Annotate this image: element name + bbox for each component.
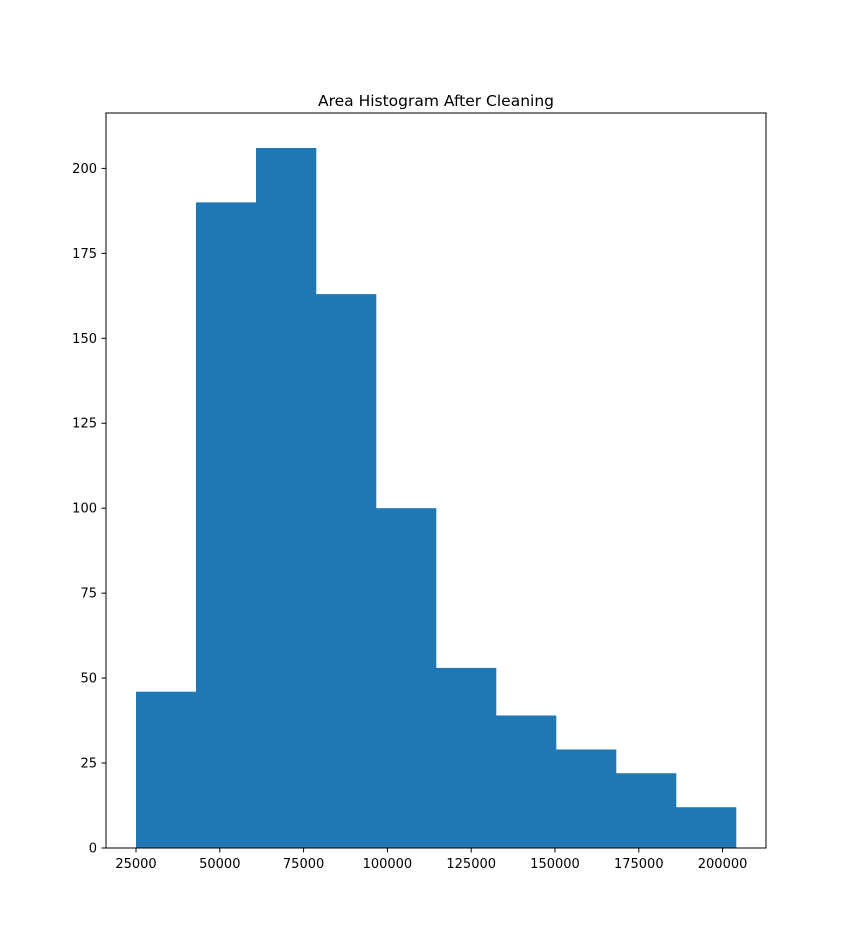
histogram-bar-6 [436,667,497,848]
x-axis: 25000 50000 75000 100000 125000 150000 175000 2… [115,848,747,872]
y-axis: 0 25 50 75 100 125 150 175 200 [72,162,106,857]
x-tick-label: 175000 [614,857,664,872]
histogram-bar-2 [196,202,257,848]
bars-layer [136,148,737,848]
x-tick-label: 50000 [199,857,240,872]
y-tick-label: 0 [89,842,97,857]
y-tick-label: 200 [72,162,97,177]
y-tick-label: 125 [72,417,97,432]
x-tick-label: 25000 [115,857,156,872]
y-tick-label: 175 [72,247,97,262]
histogram-bar-1 [136,691,197,848]
x-tick-label: 125000 [446,857,496,872]
y-tick-label: 75 [80,587,97,602]
plot-frame [105,112,767,849]
histogram-bar-7 [496,715,557,848]
histogram-bar-5 [376,508,437,848]
y-tick-label: 150 [72,332,97,347]
y-tick-label: 100 [72,502,97,517]
y-tick-label: 50 [80,672,97,687]
histogram-bar-3 [256,148,317,848]
x-tick-label: 100000 [363,857,413,872]
histogram-bar-8 [556,749,617,848]
histogram-bar-9 [616,773,677,848]
x-tick-label: 75000 [283,857,324,872]
chart-title: Area Histogram After Cleaning [318,92,554,110]
y-tick-label: 25 [80,757,97,772]
histogram-bar-10 [676,807,737,848]
x-tick-label: 150000 [530,857,580,872]
histogram-bar-4 [316,294,377,848]
x-tick-label: 200000 [698,857,748,872]
